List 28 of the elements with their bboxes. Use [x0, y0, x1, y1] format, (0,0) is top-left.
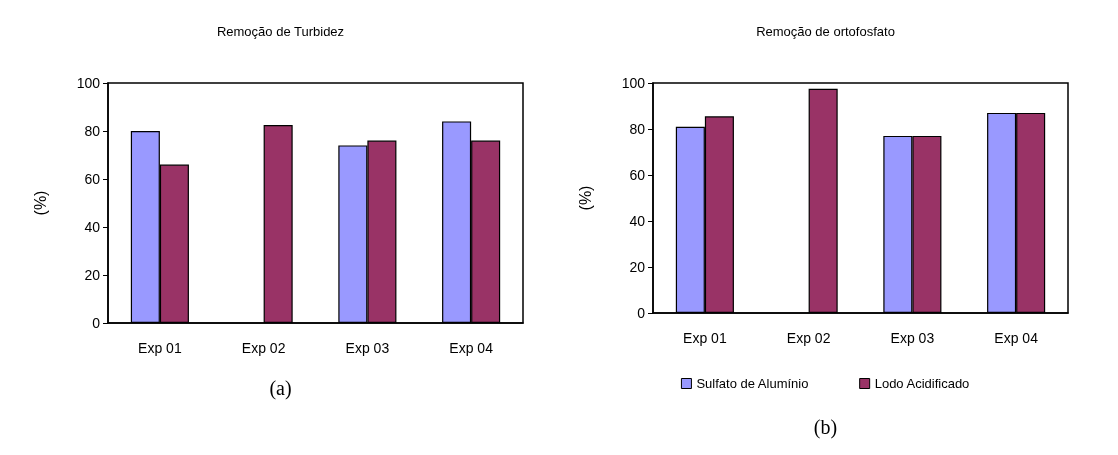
x-tick-label: Exp 02: [786, 330, 831, 346]
y-tick-label: 0: [92, 315, 101, 331]
x-tick-label: Exp 01: [683, 330, 727, 346]
y-axis-title: (%): [576, 185, 594, 211]
y-tick-label: 40: [84, 219, 101, 235]
y-tick-label: 60: [84, 171, 101, 187]
y-tick-label: 40: [629, 213, 646, 229]
y-tick-label: 100: [621, 75, 646, 91]
y-tick-label: 80: [84, 123, 101, 139]
x-tick-label: Exp 01: [138, 340, 182, 356]
x-tick-label: Exp 02: [241, 340, 286, 356]
y-tick-label: 20: [84, 267, 101, 283]
y-axis-title: (%): [31, 190, 49, 216]
x-tick-label: Exp 03: [345, 340, 390, 356]
y-tick-label: 20: [629, 259, 646, 275]
legend-label: Sulfato de Alumínio: [696, 376, 809, 391]
text: (b): [813, 416, 838, 439]
text: (a): [269, 377, 292, 400]
y-tick-label: 80: [629, 121, 646, 137]
x-tick-label: Exp 04: [994, 330, 1039, 346]
y-tick-label: 60: [629, 167, 646, 183]
chart-title: Remoção de Turbidez: [216, 24, 345, 39]
y-tick-label: 100: [76, 75, 101, 91]
x-tick-label: Exp 04: [449, 340, 494, 356]
y-tick-label: 0: [637, 305, 646, 321]
legend-label: Lodo Acidificado: [874, 376, 970, 391]
chart-title: Remoção de ortofosfato: [756, 24, 895, 39]
x-tick-label: Exp 03: [890, 330, 935, 346]
